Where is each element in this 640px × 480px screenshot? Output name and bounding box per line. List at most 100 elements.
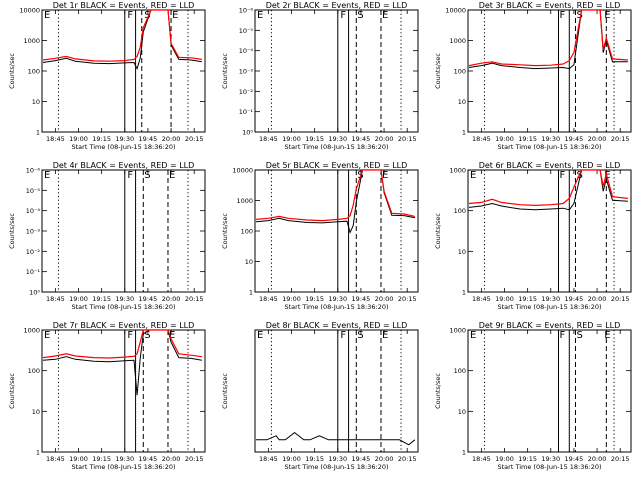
y-tick-label: 1 — [462, 289, 466, 297]
y-axis-label: Counts/sec — [8, 213, 16, 249]
x-tick-label: 18:45 — [259, 295, 278, 303]
event-marker-label: F — [340, 10, 346, 21]
event-marker-label: S — [357, 330, 363, 341]
x-tick-label: 19:30 — [541, 135, 560, 143]
event-marker-label: E — [44, 330, 50, 341]
x-axis-label: Start Time (08-Jun-15 18:36:20) — [498, 463, 602, 471]
x-tick-label: 19:45 — [565, 135, 584, 143]
x-tick-label: 20:15 — [398, 135, 417, 143]
event-marker-label: E — [382, 10, 388, 21]
event-marker-label: F — [127, 10, 133, 21]
y-tick-label: 10 — [32, 98, 40, 106]
x-tick-label: 20:00 — [588, 295, 607, 303]
y-tick-label: 1000 — [449, 167, 466, 175]
detector-panel-1: Det 1r BLACK = Events, RED = LLD 18:45 19:… — [8, 1, 206, 151]
x-tick-label: 20:00 — [375, 135, 394, 143]
x-tick-label: 20:00 — [375, 295, 394, 303]
detector-panel-2: Det 2r BLACK = Events, RED = LLD 18:45 19:… — [221, 1, 419, 151]
x-tick-label: 19:30 — [328, 135, 347, 143]
event-marker-label: E — [382, 330, 388, 341]
event-marker-label: E — [169, 330, 175, 341]
y-tick-label: 10⁻⁶ — [26, 167, 41, 175]
y-tick-label: 10000 — [232, 167, 253, 175]
y-tick-label: 100 — [454, 207, 466, 215]
panel-title: Det 9r BLACK = Events, RED = LLD — [479, 321, 621, 330]
x-tick-label: 19:00 — [495, 135, 514, 143]
x-tick-label: 19:30 — [541, 295, 560, 303]
x-axis-label: Start Time (08-Jun-15 18:36:20) — [72, 463, 176, 471]
y-tick-label: 10⁻⁴ — [239, 47, 254, 55]
x-tick-label: 20:15 — [398, 455, 417, 463]
x-axis-label: Start Time (08-Jun-15 18:36:20) — [72, 143, 176, 151]
x-tick-label: 19:15 — [92, 135, 111, 143]
events-rate-line — [256, 431, 416, 446]
x-tick-label: 19:45 — [565, 295, 584, 303]
event-marker-label: S — [576, 10, 582, 21]
panel-title: Det 1r BLACK = Events, RED = LLD — [53, 1, 195, 10]
y-axis-label: Counts/sec — [221, 53, 229, 89]
y-tick-label: 10⁻¹ — [26, 268, 41, 276]
y-tick-label: 10⁻⁵ — [26, 187, 41, 195]
x-tick-label: 19:15 — [518, 455, 537, 463]
event-marker-label: E — [44, 10, 50, 21]
x-axis-label: Start Time (08-Jun-15 18:36:20) — [72, 303, 176, 311]
event-marker-label: S — [144, 330, 150, 341]
y-axis-label: Counts/sec — [8, 373, 16, 409]
y-tick-label: 1 — [36, 449, 40, 457]
y-tick-label: 10⁻⁶ — [239, 7, 254, 15]
y-axis-label: Counts/sec — [8, 53, 16, 89]
x-tick-label: 20:00 — [588, 135, 607, 143]
x-tick-label: 19:15 — [305, 135, 324, 143]
y-tick-label: 1 — [249, 289, 253, 297]
x-tick-label: 20:00 — [162, 455, 181, 463]
y-axis-label: Counts/sec — [434, 53, 442, 89]
x-tick-label: 20:15 — [611, 455, 630, 463]
x-tick-label: 20:15 — [185, 295, 204, 303]
events-rate-line — [42, 10, 202, 70]
y-tick-label: 10 — [32, 408, 40, 416]
x-tick-label: 19:00 — [495, 295, 514, 303]
y-tick-label: 1000 — [449, 327, 466, 335]
y-tick-label: 1000 — [236, 197, 253, 205]
x-axis-label: Start Time (08-Jun-15 18:36:20) — [285, 303, 389, 311]
y-tick-label: 1 — [462, 129, 466, 137]
x-tick-label: 19:15 — [92, 455, 111, 463]
x-tick-label: 20:00 — [588, 455, 607, 463]
x-tick-label: 19:00 — [282, 135, 301, 143]
panel-title: Det 7r BLACK = Events, RED = LLD — [53, 321, 195, 330]
detector-panel-6: Det 6r BLACK = Events, RED = LLD 18:45 19:… — [434, 161, 632, 311]
x-tick-label: 18:45 — [259, 455, 278, 463]
x-tick-label: 19:30 — [328, 455, 347, 463]
lld-rate-line — [468, 10, 628, 67]
event-marker-label: E — [382, 170, 388, 181]
x-tick-label: 19:15 — [305, 455, 324, 463]
x-tick-label: 20:15 — [398, 295, 417, 303]
detector-panel-7: Det 7r BLACK = Events, RED = LLD 18:45 19:… — [8, 321, 206, 471]
y-tick-label: 10000 — [19, 7, 40, 15]
y-axis-label: Counts/sec — [221, 213, 229, 249]
y-tick-label: 1000 — [23, 37, 40, 45]
event-marker-label: E — [470, 170, 476, 181]
y-axis-label: Counts/sec — [434, 213, 442, 249]
y-tick-label: 10⁻³ — [239, 68, 254, 76]
x-tick-label: 19:00 — [69, 295, 88, 303]
event-marker-label: E — [604, 170, 610, 181]
x-tick-label: 19:45 — [352, 135, 371, 143]
event-marker-label: E — [257, 330, 263, 341]
detector-panel-4: Det 4r BLACK = Events, RED = LLD 18:45 19:… — [8, 161, 206, 311]
y-tick-label: 100 — [241, 228, 253, 236]
event-marker-label: E — [44, 170, 50, 181]
y-tick-label: 10⁻² — [239, 88, 254, 96]
x-tick-label: 19:00 — [69, 135, 88, 143]
x-tick-label: 20:15 — [185, 455, 204, 463]
x-tick-label: 20:15 — [185, 135, 204, 143]
x-tick-label: 19:45 — [139, 135, 158, 143]
event-marker-label: E — [257, 10, 263, 21]
x-tick-label: 18:45 — [472, 295, 491, 303]
lld-rate-line — [255, 170, 416, 222]
x-tick-label: 18:45 — [472, 455, 491, 463]
x-tick-label: 19:00 — [495, 455, 514, 463]
x-tick-label: 19:15 — [518, 135, 537, 143]
event-marker-label: S — [357, 10, 363, 21]
y-tick-label: 10 — [458, 248, 466, 256]
